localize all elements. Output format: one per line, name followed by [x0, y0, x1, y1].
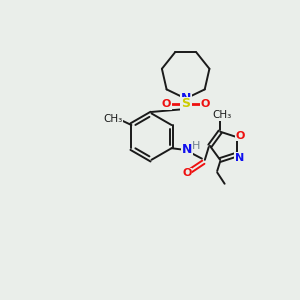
Text: CH₃: CH₃: [212, 110, 231, 120]
Text: N: N: [182, 143, 192, 156]
Text: O: O: [182, 169, 192, 178]
Text: O: O: [162, 99, 171, 109]
Text: N: N: [181, 92, 191, 105]
Text: CH₃: CH₃: [103, 114, 122, 124]
Text: N: N: [235, 152, 244, 163]
Text: O: O: [236, 130, 245, 141]
Text: S: S: [181, 98, 190, 110]
Text: O: O: [200, 99, 210, 109]
Text: H: H: [192, 141, 201, 151]
